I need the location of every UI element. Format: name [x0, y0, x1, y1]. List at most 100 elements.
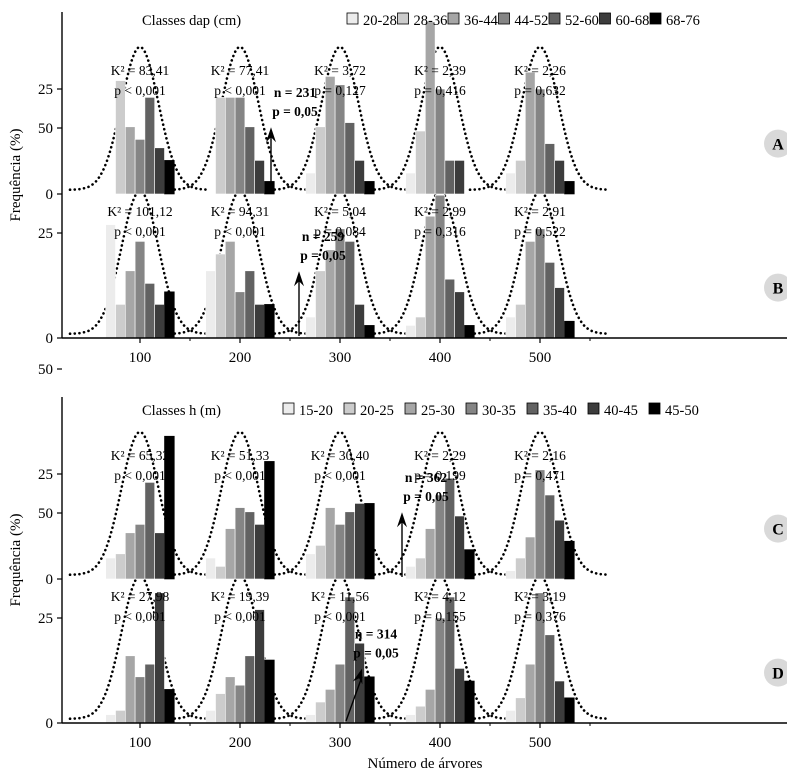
legend-title: Classes h (m) [142, 403, 221, 419]
x-tick-label: 200 [229, 350, 252, 366]
bar [424, 21, 436, 195]
bar [305, 553, 316, 580]
legend-label: 15-20 [299, 403, 333, 419]
bar [415, 557, 426, 580]
k2-label: K² = 3,19 [514, 589, 566, 604]
bar [444, 278, 455, 339]
bar [515, 557, 526, 580]
bar [505, 316, 516, 339]
y-tick-label: 50 [38, 121, 53, 137]
bar [464, 325, 475, 339]
bar [215, 97, 226, 195]
normal-curve [368, 574, 512, 720]
legend-swatch [587, 402, 600, 415]
bar [524, 536, 536, 580]
bar [164, 291, 175, 339]
legend-label: 28-36 [414, 13, 448, 29]
bar [244, 511, 255, 580]
normal-curve [268, 45, 412, 191]
normal-curve [268, 574, 412, 720]
k2-label: K² = 5,04 [314, 204, 366, 219]
normal-curves [68, 45, 612, 720]
panel-label: C [772, 522, 784, 539]
threshold-arrow-head [352, 668, 363, 685]
bar [534, 469, 546, 580]
threshold-n-label: n = 231 [274, 85, 316, 100]
bar [324, 689, 336, 724]
p-label: p = 0,316 [414, 224, 466, 239]
threshold-p-label: p = 0,05 [403, 489, 449, 504]
bar [564, 320, 575, 339]
bar [164, 160, 175, 195]
bar [105, 224, 116, 339]
k2-label: K² = 3,72 [314, 63, 366, 78]
legend-swatch [649, 12, 662, 25]
bar [125, 532, 136, 580]
panel-badge [764, 514, 787, 543]
bar [264, 659, 275, 724]
k2-label: K² = 2,39 [414, 63, 466, 78]
legend-swatch [282, 402, 295, 415]
bar [564, 540, 575, 580]
bar [344, 511, 355, 580]
legend-label: 52-60 [565, 13, 599, 29]
bar [215, 693, 226, 724]
p-label: p < 0,001 [314, 468, 366, 483]
legend-label: 45-50 [665, 403, 699, 419]
bar [554, 680, 565, 724]
bar [144, 663, 155, 724]
bar [434, 617, 446, 724]
legend-title: Classes dap (cm) [142, 13, 241, 29]
y-tick-label: 25 [38, 82, 53, 98]
bar [434, 494, 446, 580]
y-tick-label: 0 [46, 716, 54, 732]
bar [424, 528, 436, 580]
x-tick-label: 200 [229, 735, 252, 751]
normal-curve [68, 574, 212, 720]
bar [315, 545, 326, 580]
k2-label: K² = 2,26 [514, 63, 566, 78]
x-tick-label: 300 [329, 350, 352, 366]
p-label: p = 0,127 [314, 83, 366, 98]
bar [225, 528, 236, 580]
panel-badge [764, 273, 787, 302]
threshold-n-label: n = 314 [355, 627, 397, 642]
y-axis-title: Frequência (%) [8, 129, 24, 222]
p-label: p < 0,001 [214, 83, 266, 98]
bar [254, 304, 265, 339]
bar [164, 689, 175, 724]
x-tick-label: 100 [129, 350, 152, 366]
p-label: p = 0,376 [514, 609, 566, 624]
normal-curve [268, 430, 412, 576]
normal-curve [268, 189, 412, 335]
legend-label: 68-76 [666, 13, 700, 29]
bar [234, 291, 246, 339]
legend-swatch [397, 12, 409, 25]
k2-label: K² = 27,98 [111, 589, 170, 604]
k2-label: K² = 4,12 [414, 589, 466, 604]
bar [364, 325, 375, 339]
bar [234, 507, 246, 580]
bar [134, 524, 146, 580]
bar [554, 519, 565, 580]
bar [505, 710, 516, 724]
bar [115, 710, 126, 724]
y-tick-label: 50 [38, 506, 53, 522]
axes [57, 12, 787, 728]
bar [354, 304, 365, 339]
k2-label: K² = 51,33 [211, 448, 270, 463]
p-label: p < 0,001 [114, 468, 166, 483]
normal-curve [68, 430, 212, 576]
bar [144, 482, 155, 580]
bar [115, 304, 126, 339]
legend-swatch [343, 402, 356, 415]
x-tick-label: 300 [329, 735, 352, 751]
bar [334, 663, 346, 724]
p-label: p = 0,632 [514, 83, 566, 98]
y-tick-label: 25 [38, 467, 53, 483]
bar [315, 126, 326, 195]
bar [415, 705, 426, 724]
bar [405, 566, 416, 580]
bar [105, 714, 116, 724]
threshold-arrow-shaft [345, 676, 363, 722]
